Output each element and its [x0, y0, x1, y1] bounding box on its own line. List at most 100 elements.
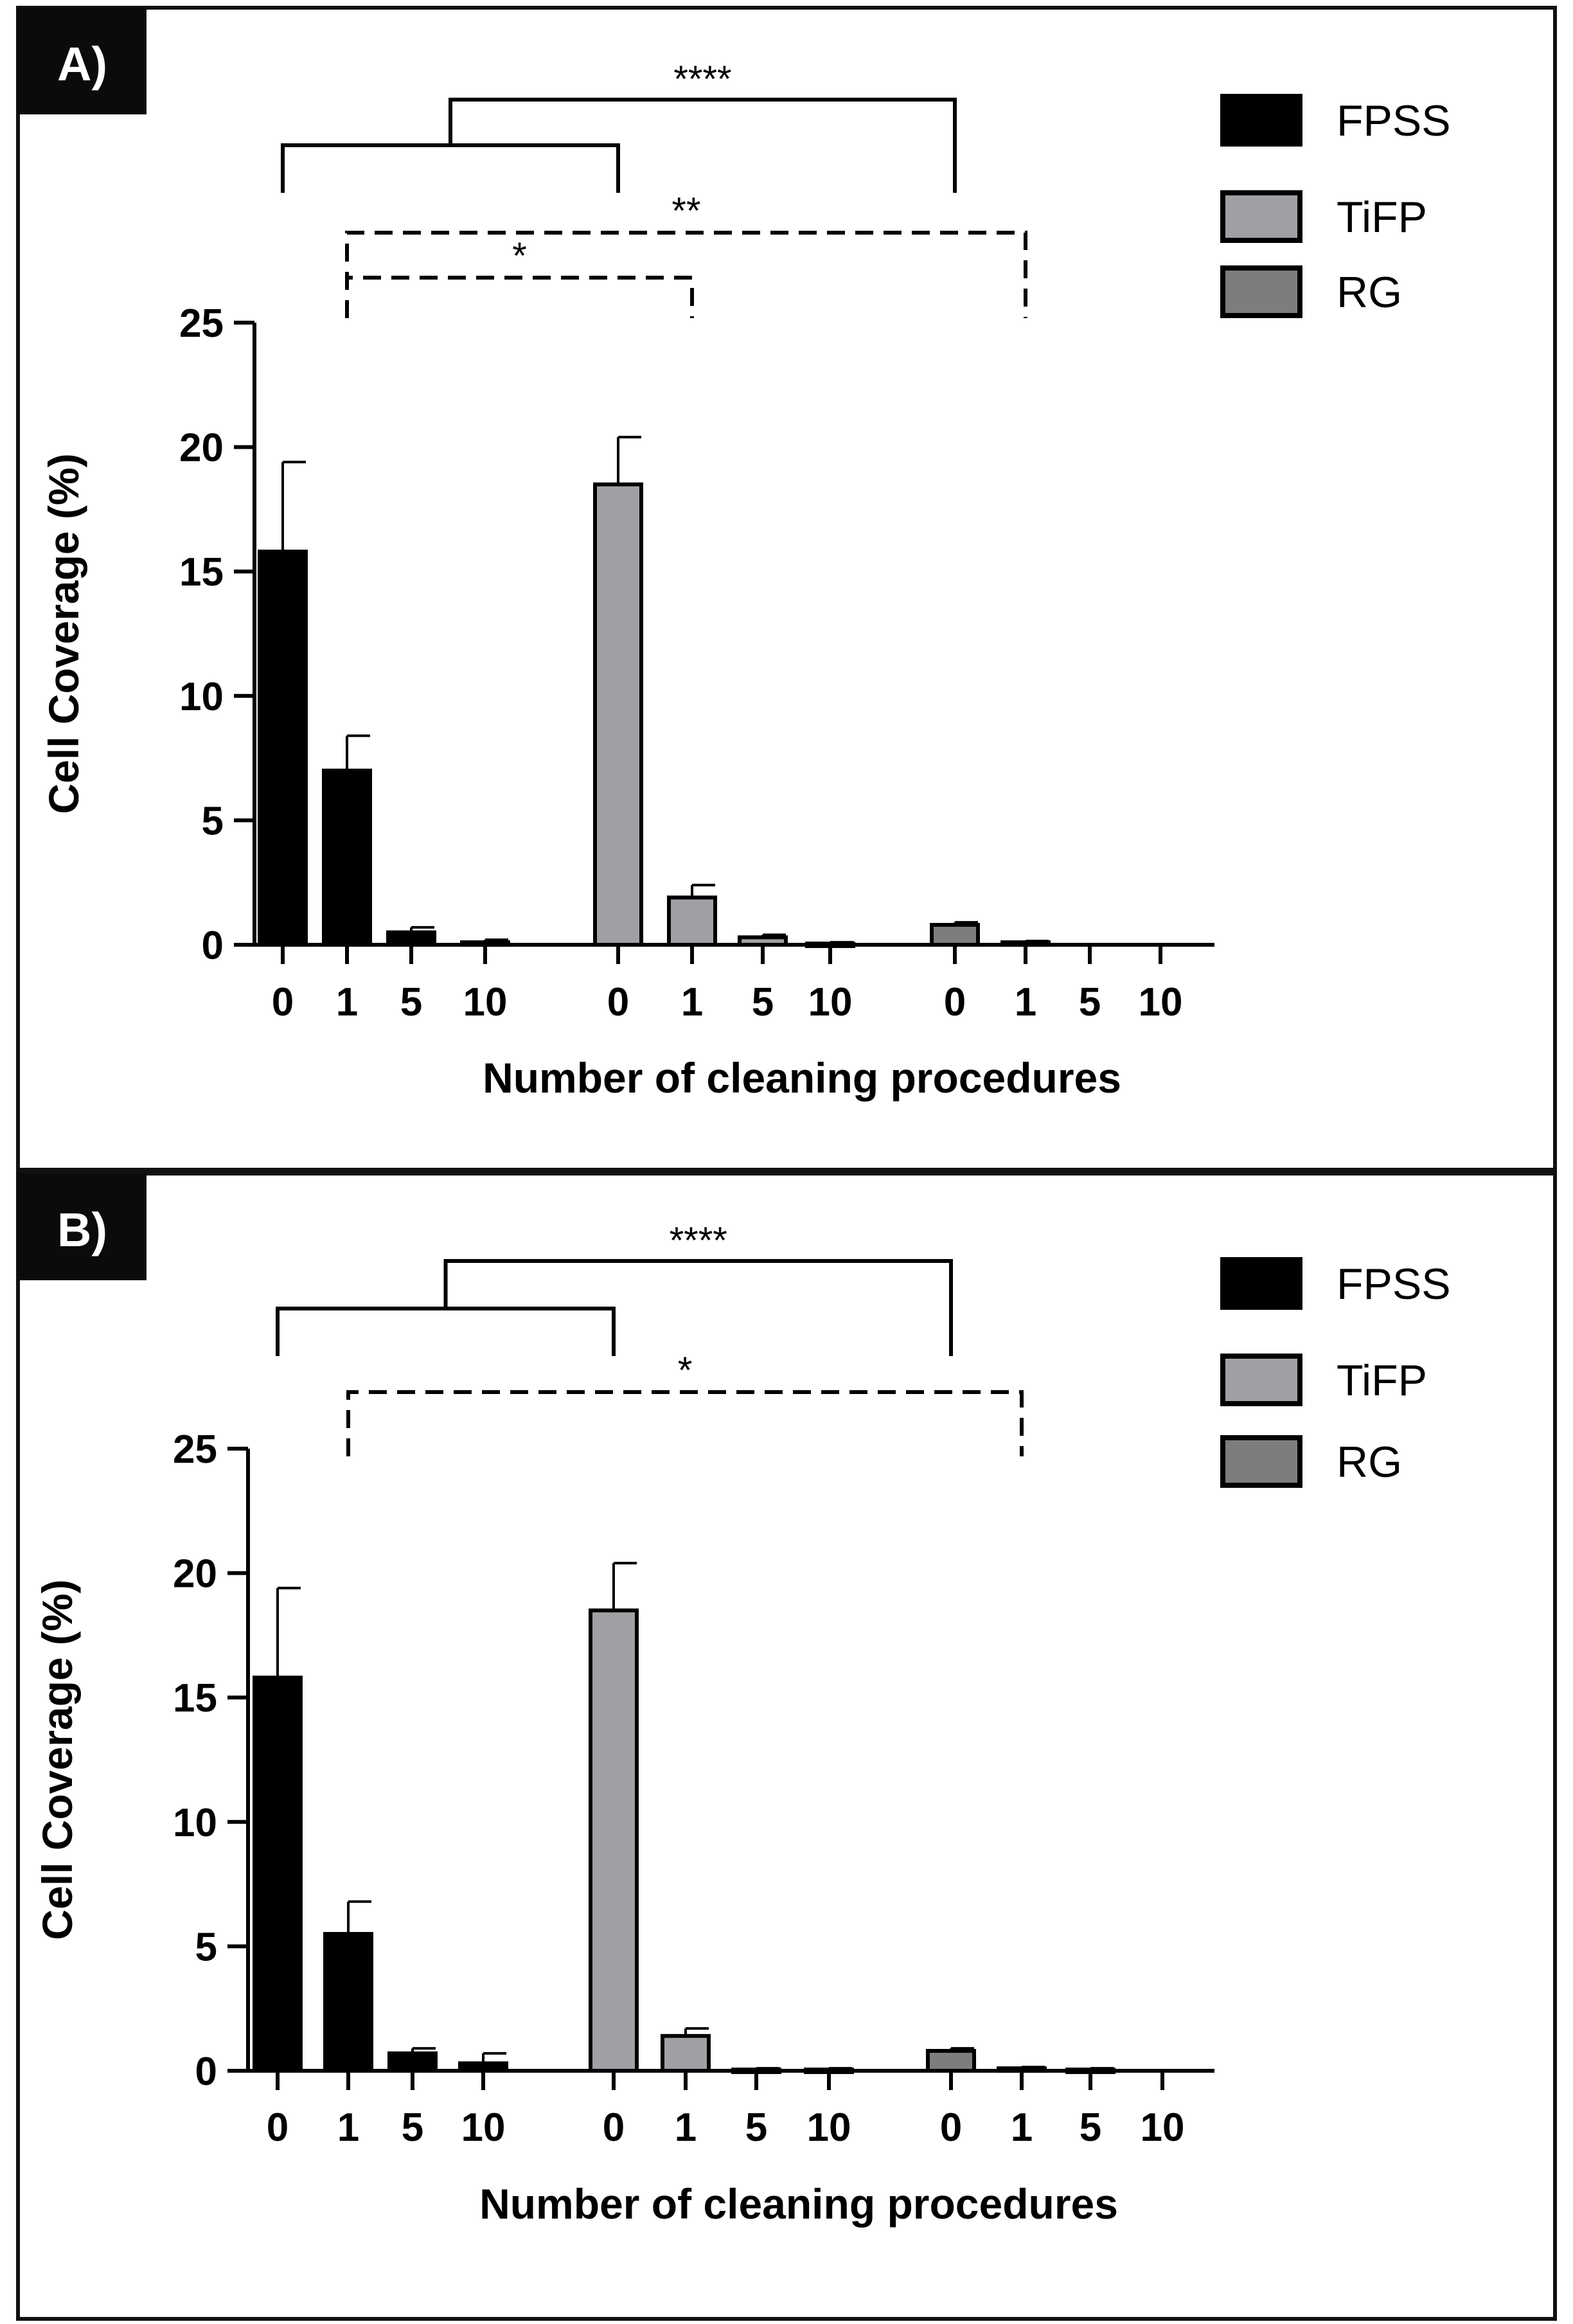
- y-tick-label: 10: [179, 675, 224, 719]
- x-tick-label: 5: [745, 2105, 767, 2150]
- legend-entry-fpss: FPSS: [1220, 94, 1451, 147]
- bracket-line: [346, 1390, 1024, 1456]
- bar-tifp-5: [731, 2068, 781, 2075]
- bar-tifp-0: [589, 1608, 639, 2073]
- error-bar: [691, 884, 715, 898]
- error-bar: [484, 938, 508, 943]
- bracket-line: [345, 276, 694, 318]
- bar-fpss-0: [253, 1676, 303, 2073]
- error-bar: [828, 2067, 852, 2070]
- legend-entry-tifp: TiFP: [1220, 190, 1427, 243]
- legend-swatch: [1220, 1435, 1302, 1488]
- y-tick-label: 15: [173, 1676, 217, 1721]
- x-tick-label: 5: [1080, 2105, 1101, 2150]
- x-tick-label: 0: [603, 2105, 625, 2150]
- bar-rg-0: [930, 923, 980, 947]
- panel-label-box: [18, 1174, 147, 1280]
- legend-label: RG: [1337, 1438, 1402, 1487]
- bar-fpss-10: [458, 2061, 508, 2073]
- y-tick-label: 10: [173, 1801, 217, 1845]
- x-tick-label: 0: [607, 980, 629, 1024]
- significance-bracket-1: *: [346, 1350, 1024, 1456]
- bracket-inner: [276, 1307, 616, 1356]
- legend-swatch: [1220, 1354, 1302, 1406]
- error-bar: [482, 2051, 506, 2064]
- x-tick-label: 10: [461, 2105, 506, 2150]
- bracket-outer: [443, 1259, 953, 1356]
- bar-tifp-10: [805, 942, 855, 949]
- legend-label: FPSS: [1337, 1260, 1451, 1309]
- error-bar: [276, 1586, 301, 1678]
- bar-tifp-10: [804, 2068, 854, 2075]
- bar-rg-1: [1000, 940, 1051, 947]
- x-tick-label: 10: [807, 2105, 851, 2150]
- x-tick-label: 0: [940, 2105, 962, 2150]
- panel-label: B): [57, 1203, 107, 1256]
- legend-label: FPSS: [1337, 96, 1451, 145]
- legend-entry-rg: RG: [1220, 265, 1402, 318]
- bracket-inner: [281, 143, 620, 193]
- x-tick-label: 0: [944, 980, 966, 1024]
- bar-tifp-1: [667, 895, 717, 947]
- y-axis-title: Cell Coverage (%): [33, 1579, 81, 1940]
- bar-fpss-10: [460, 940, 510, 947]
- legend-entry-rg: RG: [1220, 1435, 1402, 1488]
- significance-bracket-0: ****: [281, 58, 957, 193]
- significance-bracket-0: ****: [276, 1220, 953, 1356]
- y-tick-label: 0: [195, 2050, 217, 2094]
- x-tick-label: 0: [267, 2105, 289, 2150]
- error-bar: [761, 933, 786, 938]
- panel-frame: [16, 6, 1557, 1172]
- x-axis-title: Number of cleaning procedures: [483, 1054, 1121, 1102]
- error-bar: [411, 2047, 436, 2053]
- x-tick-label: 5: [752, 980, 774, 1024]
- legend-swatch: [1220, 1257, 1302, 1310]
- bracket-label: *: [512, 235, 527, 277]
- significance-bracket-2: *: [345, 235, 694, 318]
- x-tick-label: 1: [336, 980, 358, 1024]
- bar-fpss-5: [387, 2051, 438, 2073]
- y-tick-label: 20: [179, 426, 224, 470]
- bar-fpss-1: [323, 1932, 373, 2073]
- error-bar: [1089, 2067, 1114, 2070]
- error-bar: [684, 2027, 709, 2036]
- error-bar: [347, 1900, 371, 1935]
- bar-rg-1: [997, 2066, 1047, 2073]
- y-tick-label: 0: [202, 924, 224, 968]
- legend-label: TiFP: [1337, 193, 1427, 242]
- x-tick-label: 0: [272, 980, 294, 1024]
- bracket-label: *: [678, 1350, 693, 1391]
- panel-frame: [16, 1172, 1557, 2321]
- y-tick-label: 25: [179, 301, 224, 346]
- error-bar: [950, 2047, 974, 2051]
- x-tick-label: 1: [681, 980, 703, 1024]
- bracket-label: ****: [673, 58, 731, 100]
- y-tick-label: 5: [202, 799, 224, 843]
- x-tick-label: 10: [1139, 980, 1183, 1024]
- y-axis-title: Cell Coverage (%): [40, 453, 87, 814]
- bracket-label: ****: [670, 1220, 727, 1262]
- x-tick-label: 5: [400, 980, 422, 1024]
- legend-label: RG: [1337, 268, 1402, 317]
- bracket-label: **: [671, 190, 700, 232]
- x-tick-label: 1: [675, 2105, 697, 2150]
- bar-fpss-0: [258, 550, 308, 947]
- legend-swatch: [1220, 265, 1302, 318]
- legend-swatch: [1220, 190, 1302, 243]
- x-tick-label: 10: [1141, 2105, 1185, 2150]
- significance-bracket-1: **: [345, 190, 1027, 318]
- x-tick-label: 10: [808, 980, 853, 1024]
- x-tick-label: 1: [337, 2105, 359, 2150]
- error-bar: [617, 436, 641, 485]
- error-bar: [1020, 2066, 1045, 2069]
- error-bar: [612, 1562, 637, 1611]
- x-tick-label: 5: [1079, 980, 1101, 1024]
- x-tick-label: 1: [1011, 2105, 1033, 2150]
- panel-label: A): [57, 37, 107, 91]
- y-tick-label: 5: [195, 1925, 217, 1969]
- error-bar: [755, 2067, 779, 2070]
- y-tick-label: 25: [173, 1427, 217, 1472]
- x-tick-label: 10: [463, 980, 508, 1024]
